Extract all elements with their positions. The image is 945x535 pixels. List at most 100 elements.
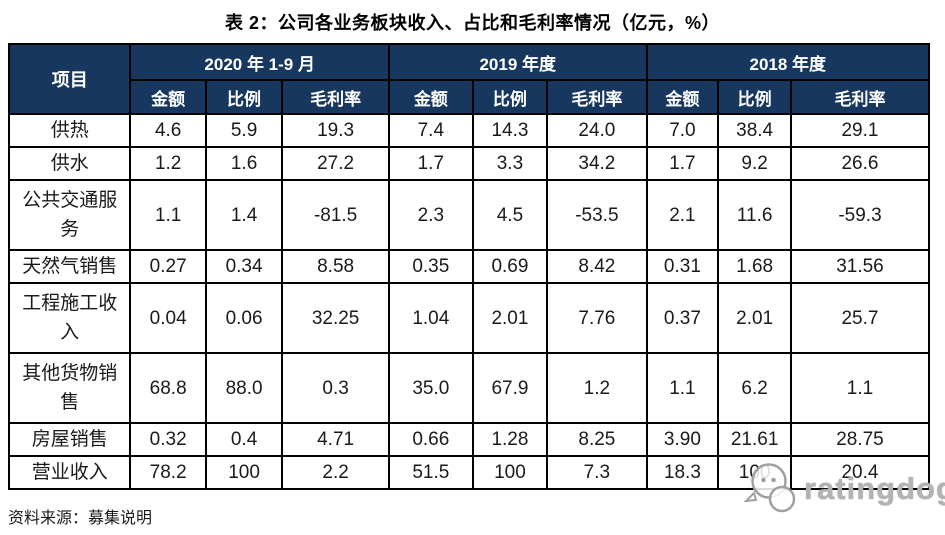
sub-header-0-1: 比例 (204, 79, 284, 115)
data-cell: 0.04 (129, 282, 207, 354)
data-cell: 1.6 (204, 146, 284, 181)
row-label: 天然气销售 (7, 249, 132, 284)
sub-header-2-1: 比例 (717, 79, 792, 115)
row-label: 公共交通服务 (7, 179, 132, 251)
data-cell: 24.0 (546, 113, 648, 148)
table-row: 其他货物销售 68.8 88.0 0.3 35.0 67.9 1.2 1.1 6.2 1.1 (7, 352, 931, 424)
data-cell: 4.71 (281, 422, 390, 457)
data-cell: 0.34 (204, 249, 284, 284)
data-cell: 51.5 (387, 455, 474, 490)
table-body: 供热 4.6 5.9 19.3 7.4 14.3 24.0 7.0 38.4 29.1 供水 1.2 1… (7, 113, 931, 490)
data-cell: 28.75 (789, 422, 931, 457)
data-cell: 35.0 (387, 352, 474, 424)
data-cell: 1.2 (546, 352, 648, 424)
row-label: 供水 (7, 146, 132, 181)
data-cell: 100 (204, 455, 284, 490)
data-cell: 21.61 (717, 422, 792, 457)
business-segments-table: 项目 2020 年 1-9 月 2019 年度 2018 年度 金额 比例 毛利率 金额 比例毛… (7, 43, 931, 490)
data-cell: 18.3 (645, 455, 720, 490)
data-cell: 9.2 (717, 146, 792, 181)
source-note: 资料来源：募集说明 (8, 510, 153, 527)
table-row: 营业收入 78.2 100 2.2 51.5 100 7.3 18.3 100 20.4 (7, 455, 931, 490)
data-cell: 0.4 (204, 422, 284, 457)
data-cell: 2.3 (387, 179, 474, 251)
sub-header-0-0: 金额 (129, 79, 207, 115)
sub-header-2-0: 金额 (645, 79, 720, 115)
data-cell: 2.2 (281, 455, 390, 490)
period-group-header-0: 2020 年 1-9 月 (129, 43, 390, 81)
data-cell: 20.4 (789, 455, 931, 490)
data-cell: 29.1 (789, 113, 931, 148)
row-label: 供热 (7, 113, 132, 148)
row-label: 房屋销售 (7, 422, 132, 457)
data-cell: 3.90 (645, 422, 720, 457)
data-cell: 2.1 (645, 179, 720, 251)
corner-header-item: 项目 (7, 43, 132, 115)
data-cell: 0.66 (387, 422, 474, 457)
data-cell: 4.6 (129, 113, 207, 148)
data-cell: 19.3 (281, 113, 390, 148)
data-cell: 1.1 (645, 352, 720, 424)
data-cell: 4.5 (471, 179, 549, 251)
sub-header-1-0: 金额 (387, 79, 474, 115)
data-cell: 0.32 (129, 422, 207, 457)
row-label: 工程施工收入 (7, 282, 132, 354)
data-cell: 2.01 (717, 282, 792, 354)
data-cell: 38.4 (717, 113, 792, 148)
data-cell: 26.6 (789, 146, 931, 181)
data-cell: -81.5 (281, 179, 390, 251)
table-row: 天然气销售 0.27 0.34 8.58 0.35 0.69 8.42 0.31 1.68 31.… (7, 249, 931, 284)
data-cell: 7.76 (546, 282, 648, 354)
data-cell: 8.25 (546, 422, 648, 457)
data-cell: 100 (717, 455, 792, 490)
table-row: 供水 1.2 1.6 27.2 1.7 3.3 34.2 1.7 9.2 26.6 (7, 146, 931, 181)
table-row: 公共交通服务 1.1 1.4 -81.5 2.3 4.5 -53.5 2.1 11.6 -59.3 (7, 179, 931, 251)
data-cell: 25.7 (789, 282, 931, 354)
sub-header-1-2: 毛利率 (546, 79, 648, 115)
data-cell: 1.1 (789, 352, 931, 424)
data-cell: 67.9 (471, 352, 549, 424)
data-cell: 32.25 (281, 282, 390, 354)
row-label: 营业收入 (7, 455, 132, 490)
data-cell: 7.3 (546, 455, 648, 490)
data-cell: 100 (471, 455, 549, 490)
data-cell: -53.5 (546, 179, 648, 251)
data-cell: 27.2 (281, 146, 390, 181)
data-cell: 7.4 (387, 113, 474, 148)
data-cell: 1.28 (471, 422, 549, 457)
data-cell: 88.0 (204, 352, 284, 424)
data-cell: 11.6 (717, 179, 792, 251)
data-cell: 3.3 (471, 146, 549, 181)
data-cell: 1.7 (387, 146, 474, 181)
data-cell: 78.2 (129, 455, 207, 490)
data-cell: 5.9 (204, 113, 284, 148)
data-cell: 0.37 (645, 282, 720, 354)
data-cell: 6.2 (717, 352, 792, 424)
data-cell: 1.04 (387, 282, 474, 354)
table-row: 房屋销售 0.32 0.4 4.71 0.66 1.28 8.25 3.90 21.61 28.7… (7, 422, 931, 457)
data-cell: 0.31 (645, 249, 720, 284)
table-row: 供热 4.6 5.9 19.3 7.4 14.3 24.0 7.0 38.4 29.1 (7, 113, 931, 148)
data-cell: 0.27 (129, 249, 207, 284)
data-cell: 0.69 (471, 249, 549, 284)
data-cell: -59.3 (789, 179, 931, 251)
table-header: 项目 2020 年 1-9 月 2019 年度 2018 年度 金额 比例 毛利率 金额 比例毛… (7, 43, 931, 115)
period-group-header-2: 2018 年度 (645, 43, 931, 81)
data-cell: 1.7 (645, 146, 720, 181)
data-cell: 68.8 (129, 352, 207, 424)
data-cell: 8.42 (546, 249, 648, 284)
data-cell: 1.1 (129, 179, 207, 251)
sub-header-1-1: 比例 (471, 79, 549, 115)
data-cell: 8.58 (281, 249, 390, 284)
data-cell: 34.2 (546, 146, 648, 181)
sub-header-2-2: 毛利率 (789, 79, 931, 115)
table-row: 工程施工收入 0.04 0.06 32.25 1.04 2.01 7.76 0.37 2.01 2… (7, 282, 931, 354)
data-cell: 0.06 (204, 282, 284, 354)
data-cell: 31.56 (789, 249, 931, 284)
data-cell: 0.35 (387, 249, 474, 284)
data-cell: 2.01 (471, 282, 549, 354)
row-label: 其他货物销售 (7, 352, 132, 424)
data-cell: 1.68 (717, 249, 792, 284)
data-cell: 1.4 (204, 179, 284, 251)
